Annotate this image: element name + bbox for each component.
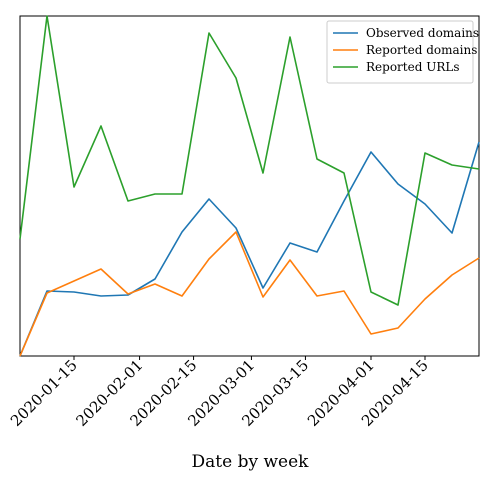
legend-label: Reported URLs xyxy=(366,60,459,74)
series-line-1 xyxy=(19,141,480,357)
plot-frame xyxy=(19,15,480,357)
legend: Observed domains Reported domains Reported… xyxy=(326,20,479,84)
x-axis-ticks: 2020-01-152020-02-012020-02-152020-03-01… xyxy=(7,356,432,430)
series-line-2 xyxy=(19,231,480,357)
legend-label: Observed domains xyxy=(366,26,479,40)
x-axis-label: Date by week xyxy=(192,452,310,472)
series-line-3 xyxy=(19,15,480,306)
x-tick-label: 2020-01-15 xyxy=(7,356,81,430)
series-lines xyxy=(19,15,480,357)
legend-label: Reported domains xyxy=(366,43,477,57)
legend-box xyxy=(326,20,474,84)
